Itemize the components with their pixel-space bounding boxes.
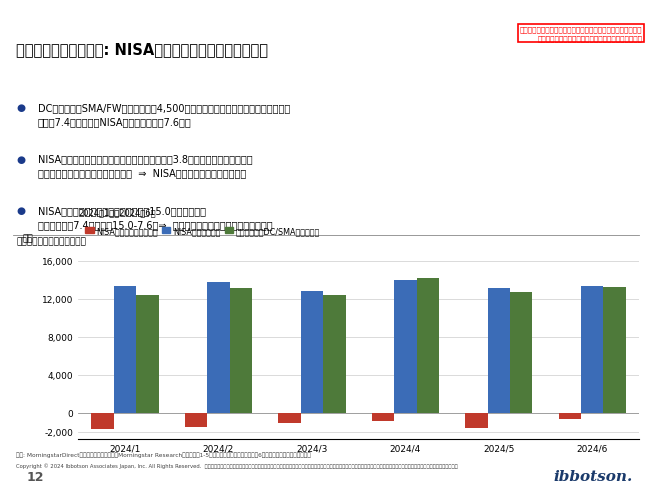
Text: 純資金流出入額の年初来推移: 純資金流出入額の年初来推移 <box>16 237 86 246</box>
Bar <box>113 287 136 413</box>
Bar <box>417 278 439 413</box>
Bar <box>604 288 626 413</box>
Text: ●: ● <box>16 206 25 216</box>
Text: ibbotson.: ibbotson. <box>553 469 632 483</box>
Bar <box>185 413 207 427</box>
Text: 2024年1月～2024年6月: 2024年1月～2024年6月 <box>78 208 156 217</box>
Bar <box>465 413 488 428</box>
Bar <box>136 295 158 413</box>
Text: Copyright © 2024 Ibbotson Associates Japan, Inc. All Rights Reserved.  当資料はイボットソ: Copyright © 2024 Ibbotson Associates Jap… <box>16 463 458 468</box>
Bar <box>559 413 581 419</box>
Bar <box>394 280 417 413</box>
Bar <box>230 289 252 413</box>
Text: DC専用およびSMA/FW専用を除く約4,500ファンドの上半期累計の純資金流入は、
全体で7.4兆円。うちNISA対象ファンドは7.6兆円: DC専用およびSMA/FW専用を除く約4,500ファンドの上半期累計の純資金流入… <box>38 102 290 126</box>
Text: NISA対象ファンドは、同期間の設定が15.0兆円であり、
解約は概算で7.4兆円（＝15.0-7.6）⇒  設定額の半分が売却されたことになる: NISA対象ファンドは、同期間の設定が15.0兆円であり、 解約は概算で7.4兆… <box>38 206 273 230</box>
Text: ●: ● <box>16 102 25 113</box>
Text: 億円: 億円 <box>22 234 33 243</box>
Bar <box>510 292 533 413</box>
Text: 出所: MorningstarDirectおよび投資信託協会よりMorningstar Researchにて計算。1-5月の純資金流出入額は実績値、6月の純資金: 出所: MorningstarDirectおよび投資信託協会よりMornings… <box>16 451 311 457</box>
Text: 本スライドの著作権はイボットソン・アソシエイツ・ジャパン
株式会社に帰属します。無断転載はお控えください。: 本スライドの著作権はイボットソン・アソシエイツ・ジャパン 株式会社に帰属します。… <box>520 26 642 41</box>
Bar <box>581 286 604 413</box>
Bar <box>488 289 510 413</box>
Text: 純資金流出入額の推移: NISA対象も対象外も大きな解約額: 純資金流出入額の推移: NISA対象も対象外も大きな解約額 <box>16 42 269 57</box>
Text: ●: ● <box>16 154 25 164</box>
Text: NISA対象以外のファンドは、解約額が同期間で3.8兆円と設定額を上回り、
設定と解約を通算すると純資金流出  ⇒  NISA対象ファンドに一部シフト: NISA対象以外のファンドは、解約額が同期間で3.8兆円と設定額を上回り、 設定… <box>38 154 252 178</box>
Bar <box>372 413 394 421</box>
Bar <box>207 282 230 413</box>
Bar <box>301 292 323 413</box>
Bar <box>91 413 113 429</box>
Legend: NISA対象以外のファンド, NISA対象ファンド, 全ファンド（DC/SMA専用除く）: NISA対象以外のファンド, NISA対象ファンド, 全ファンド（DC/SMA専… <box>82 223 323 239</box>
Text: 12: 12 <box>26 470 44 483</box>
Bar <box>323 295 346 413</box>
Bar <box>278 413 301 423</box>
